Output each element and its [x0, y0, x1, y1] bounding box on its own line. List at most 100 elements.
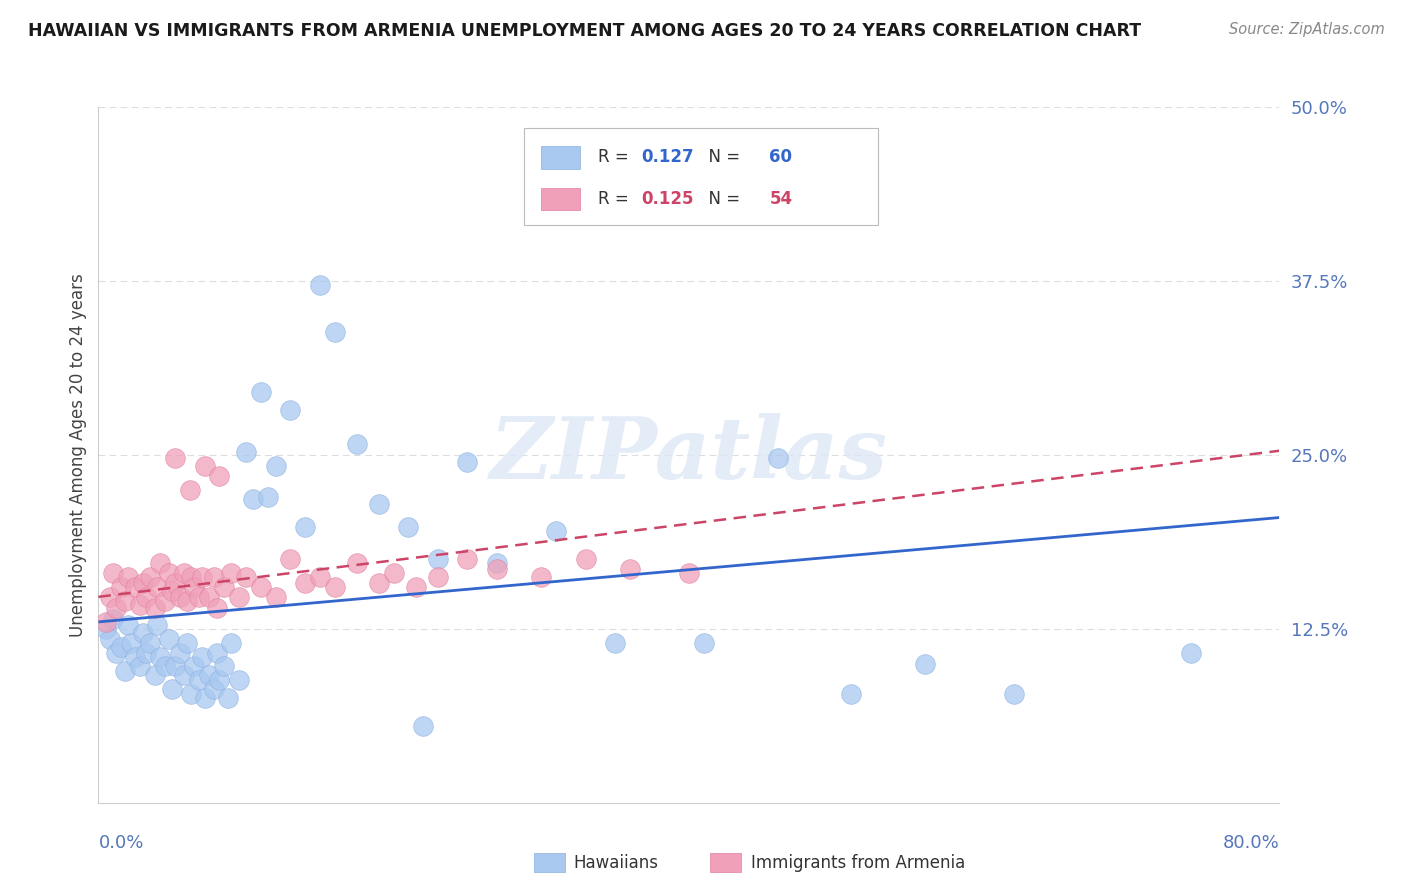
Text: 0.125: 0.125 — [641, 190, 695, 208]
Y-axis label: Unemployment Among Ages 20 to 24 years: Unemployment Among Ages 20 to 24 years — [69, 273, 87, 637]
Text: R =: R = — [598, 190, 634, 208]
Point — [162, 681, 183, 696]
Point — [132, 626, 155, 640]
FancyBboxPatch shape — [541, 145, 581, 169]
Point — [165, 450, 187, 465]
Point — [114, 594, 136, 608]
Point — [165, 576, 187, 591]
Point — [183, 659, 205, 673]
Point — [94, 622, 117, 636]
Point — [124, 649, 146, 664]
Point — [157, 566, 180, 581]
Point — [228, 590, 250, 604]
Point — [202, 681, 225, 696]
Point — [693, 636, 716, 650]
Point — [368, 497, 391, 511]
Point — [143, 601, 166, 615]
Point — [146, 580, 169, 594]
Point — [212, 659, 235, 673]
Text: 60: 60 — [769, 148, 792, 166]
Point — [198, 590, 221, 604]
Point — [278, 552, 302, 566]
Point — [294, 576, 316, 591]
Point — [323, 580, 346, 594]
Point — [117, 570, 139, 584]
Text: Immigrants from Armenia: Immigrants from Armenia — [751, 854, 965, 871]
Point — [105, 646, 128, 660]
Point — [153, 659, 176, 673]
Point — [94, 615, 117, 629]
Point — [839, 687, 862, 701]
Point — [139, 570, 162, 584]
Point — [530, 570, 553, 584]
Text: N =: N = — [699, 190, 745, 208]
Point — [173, 667, 195, 681]
FancyBboxPatch shape — [541, 187, 581, 211]
Point — [98, 590, 121, 604]
Text: 54: 54 — [769, 190, 793, 208]
Point — [120, 636, 142, 650]
Point — [257, 490, 280, 504]
Point — [396, 520, 419, 534]
Point — [264, 458, 287, 473]
Point — [205, 601, 228, 615]
Point — [212, 580, 235, 594]
Point — [1180, 646, 1202, 660]
Point — [309, 570, 332, 584]
Point — [208, 673, 231, 688]
Point — [250, 580, 273, 594]
Point — [228, 673, 250, 688]
Point — [382, 566, 405, 581]
Point — [135, 590, 157, 604]
Point — [180, 570, 202, 584]
Point — [183, 580, 205, 594]
Point — [346, 437, 368, 451]
Point — [105, 601, 128, 615]
Point — [346, 557, 368, 571]
Point — [179, 483, 201, 497]
Point — [169, 590, 191, 604]
Point — [128, 598, 150, 612]
Point — [162, 584, 183, 599]
Point — [486, 562, 509, 576]
Point — [157, 632, 180, 646]
Point — [235, 570, 257, 584]
FancyBboxPatch shape — [523, 128, 877, 226]
Text: HAWAIIAN VS IMMIGRANTS FROM ARMENIA UNEMPLOYMENT AMONG AGES 20 TO 24 YEARS CORRE: HAWAIIAN VS IMMIGRANTS FROM ARMENIA UNEM… — [28, 22, 1142, 40]
Point — [405, 580, 427, 594]
Point — [427, 570, 450, 584]
Point — [180, 687, 202, 701]
Point — [264, 590, 287, 604]
Point — [149, 557, 172, 571]
Point — [217, 691, 239, 706]
Point — [1002, 687, 1025, 701]
Point — [605, 636, 627, 650]
Point — [110, 580, 132, 594]
Point — [198, 667, 221, 681]
Point — [619, 562, 641, 576]
Point — [110, 640, 132, 654]
Point — [278, 403, 302, 417]
Point — [176, 636, 198, 650]
Point — [574, 552, 596, 566]
Point — [187, 590, 209, 604]
Point — [124, 580, 146, 594]
Point — [205, 646, 228, 660]
Point — [191, 649, 214, 664]
Point — [766, 450, 789, 465]
Point — [219, 636, 242, 650]
Point — [208, 468, 231, 483]
Point — [103, 566, 125, 581]
Text: N =: N = — [699, 148, 745, 166]
Point — [194, 458, 217, 473]
Point — [235, 445, 257, 459]
Point — [914, 657, 936, 671]
Point — [146, 617, 169, 632]
Point — [427, 552, 450, 566]
Point — [242, 492, 264, 507]
Point — [135, 646, 157, 660]
Point — [191, 570, 214, 584]
Point — [678, 566, 700, 581]
Point — [132, 576, 155, 591]
Point — [176, 594, 198, 608]
